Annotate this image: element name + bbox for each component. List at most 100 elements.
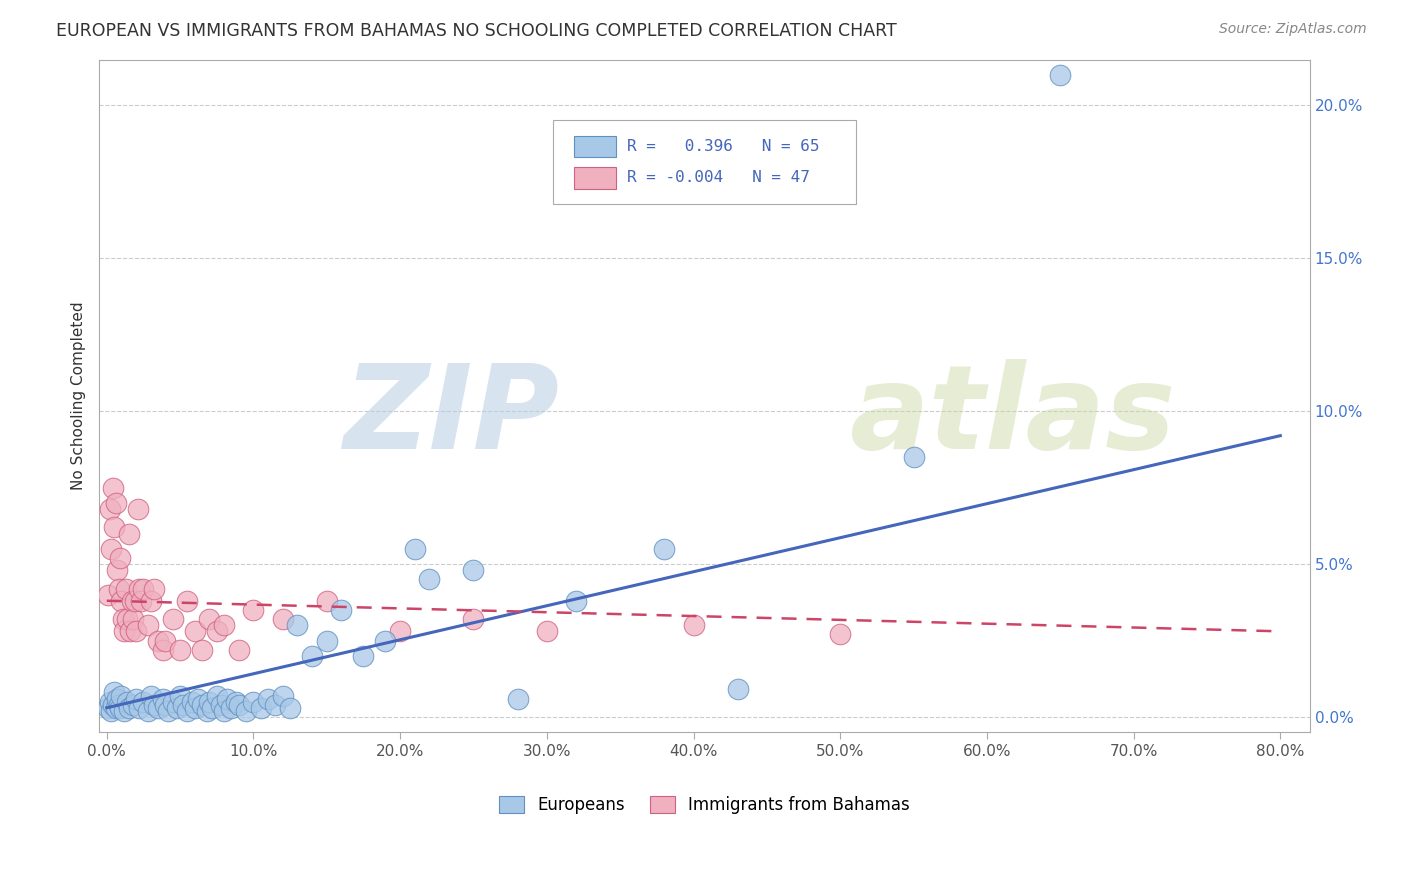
Point bbox=[287, 618, 309, 632]
Point bbox=[103, 685, 125, 699]
Point bbox=[112, 704, 135, 718]
Point bbox=[506, 691, 529, 706]
Point bbox=[108, 551, 131, 566]
Point bbox=[117, 612, 139, 626]
Point bbox=[110, 689, 132, 703]
Point bbox=[100, 704, 122, 718]
Point bbox=[242, 695, 264, 709]
Point bbox=[107, 582, 129, 596]
Text: Source: ZipAtlas.com: Source: ZipAtlas.com bbox=[1219, 22, 1367, 37]
Point bbox=[463, 563, 485, 577]
Point bbox=[100, 541, 122, 556]
Point bbox=[136, 704, 159, 718]
Point bbox=[132, 582, 155, 596]
Point bbox=[301, 648, 323, 663]
Bar bbox=[574, 136, 616, 157]
Text: R = -0.004   N = 47: R = -0.004 N = 47 bbox=[627, 170, 810, 186]
Point bbox=[118, 526, 141, 541]
Point bbox=[315, 633, 337, 648]
Point bbox=[198, 612, 221, 626]
Text: R =   0.396   N = 65: R = 0.396 N = 65 bbox=[627, 139, 820, 153]
Point bbox=[98, 502, 121, 516]
Point bbox=[682, 618, 704, 632]
Point bbox=[374, 633, 396, 648]
Point bbox=[195, 704, 218, 718]
Point bbox=[124, 594, 146, 608]
Point bbox=[315, 594, 337, 608]
Point bbox=[271, 689, 294, 703]
Point bbox=[198, 695, 221, 709]
Point bbox=[152, 642, 174, 657]
FancyBboxPatch shape bbox=[554, 120, 856, 204]
Point bbox=[201, 700, 224, 714]
Point bbox=[418, 573, 440, 587]
Point bbox=[330, 603, 353, 617]
Point bbox=[122, 612, 145, 626]
Point bbox=[176, 704, 198, 718]
Point bbox=[146, 700, 169, 714]
Point bbox=[142, 698, 165, 712]
Point bbox=[463, 612, 485, 626]
Point bbox=[169, 689, 191, 703]
Point bbox=[903, 450, 925, 464]
Point bbox=[184, 624, 207, 639]
Point bbox=[212, 704, 235, 718]
Point bbox=[652, 541, 675, 556]
Point bbox=[105, 563, 128, 577]
Point bbox=[121, 594, 143, 608]
Legend: Europeans, Immigrants from Bahamas: Europeans, Immigrants from Bahamas bbox=[491, 788, 918, 822]
Point bbox=[180, 695, 202, 709]
Point bbox=[132, 695, 155, 709]
Y-axis label: No Schooling Completed: No Schooling Completed bbox=[72, 301, 86, 491]
Point bbox=[108, 700, 131, 714]
Point bbox=[404, 541, 426, 556]
Point bbox=[235, 704, 257, 718]
Point bbox=[212, 618, 235, 632]
Point bbox=[225, 695, 247, 709]
Point bbox=[125, 691, 148, 706]
Point bbox=[142, 582, 165, 596]
Text: ZIP: ZIP bbox=[343, 359, 560, 474]
Point bbox=[111, 612, 134, 626]
Point bbox=[128, 582, 150, 596]
Point bbox=[101, 481, 124, 495]
Point bbox=[169, 642, 191, 657]
Text: EUROPEAN VS IMMIGRANTS FROM BAHAMAS NO SCHOOLING COMPLETED CORRELATION CHART: EUROPEAN VS IMMIGRANTS FROM BAHAMAS NO S… bbox=[56, 22, 897, 40]
Point bbox=[112, 624, 135, 639]
Point bbox=[146, 633, 169, 648]
Point bbox=[209, 698, 232, 712]
Point bbox=[727, 682, 749, 697]
Point bbox=[128, 700, 150, 714]
Point bbox=[221, 700, 243, 714]
Point bbox=[830, 627, 852, 641]
Point bbox=[1049, 68, 1071, 82]
Point bbox=[278, 700, 301, 714]
Point bbox=[191, 698, 214, 712]
Point bbox=[104, 700, 127, 714]
Point bbox=[389, 624, 412, 639]
Point bbox=[205, 624, 228, 639]
Point bbox=[110, 594, 132, 608]
Point bbox=[157, 704, 180, 718]
Point bbox=[125, 624, 148, 639]
Point bbox=[98, 695, 121, 709]
Point bbox=[176, 594, 198, 608]
Point bbox=[187, 691, 209, 706]
Point bbox=[271, 612, 294, 626]
Point bbox=[166, 700, 188, 714]
Point bbox=[264, 698, 287, 712]
Point bbox=[228, 698, 250, 712]
Point bbox=[172, 698, 194, 712]
Point bbox=[115, 582, 138, 596]
Point bbox=[139, 689, 162, 703]
Point bbox=[97, 588, 120, 602]
Point bbox=[105, 691, 128, 706]
Point bbox=[139, 594, 162, 608]
Point bbox=[565, 594, 588, 608]
Point bbox=[191, 642, 214, 657]
Point bbox=[107, 698, 129, 712]
Point bbox=[155, 633, 177, 648]
Point bbox=[127, 502, 149, 516]
Point bbox=[117, 695, 139, 709]
Point bbox=[205, 689, 228, 703]
